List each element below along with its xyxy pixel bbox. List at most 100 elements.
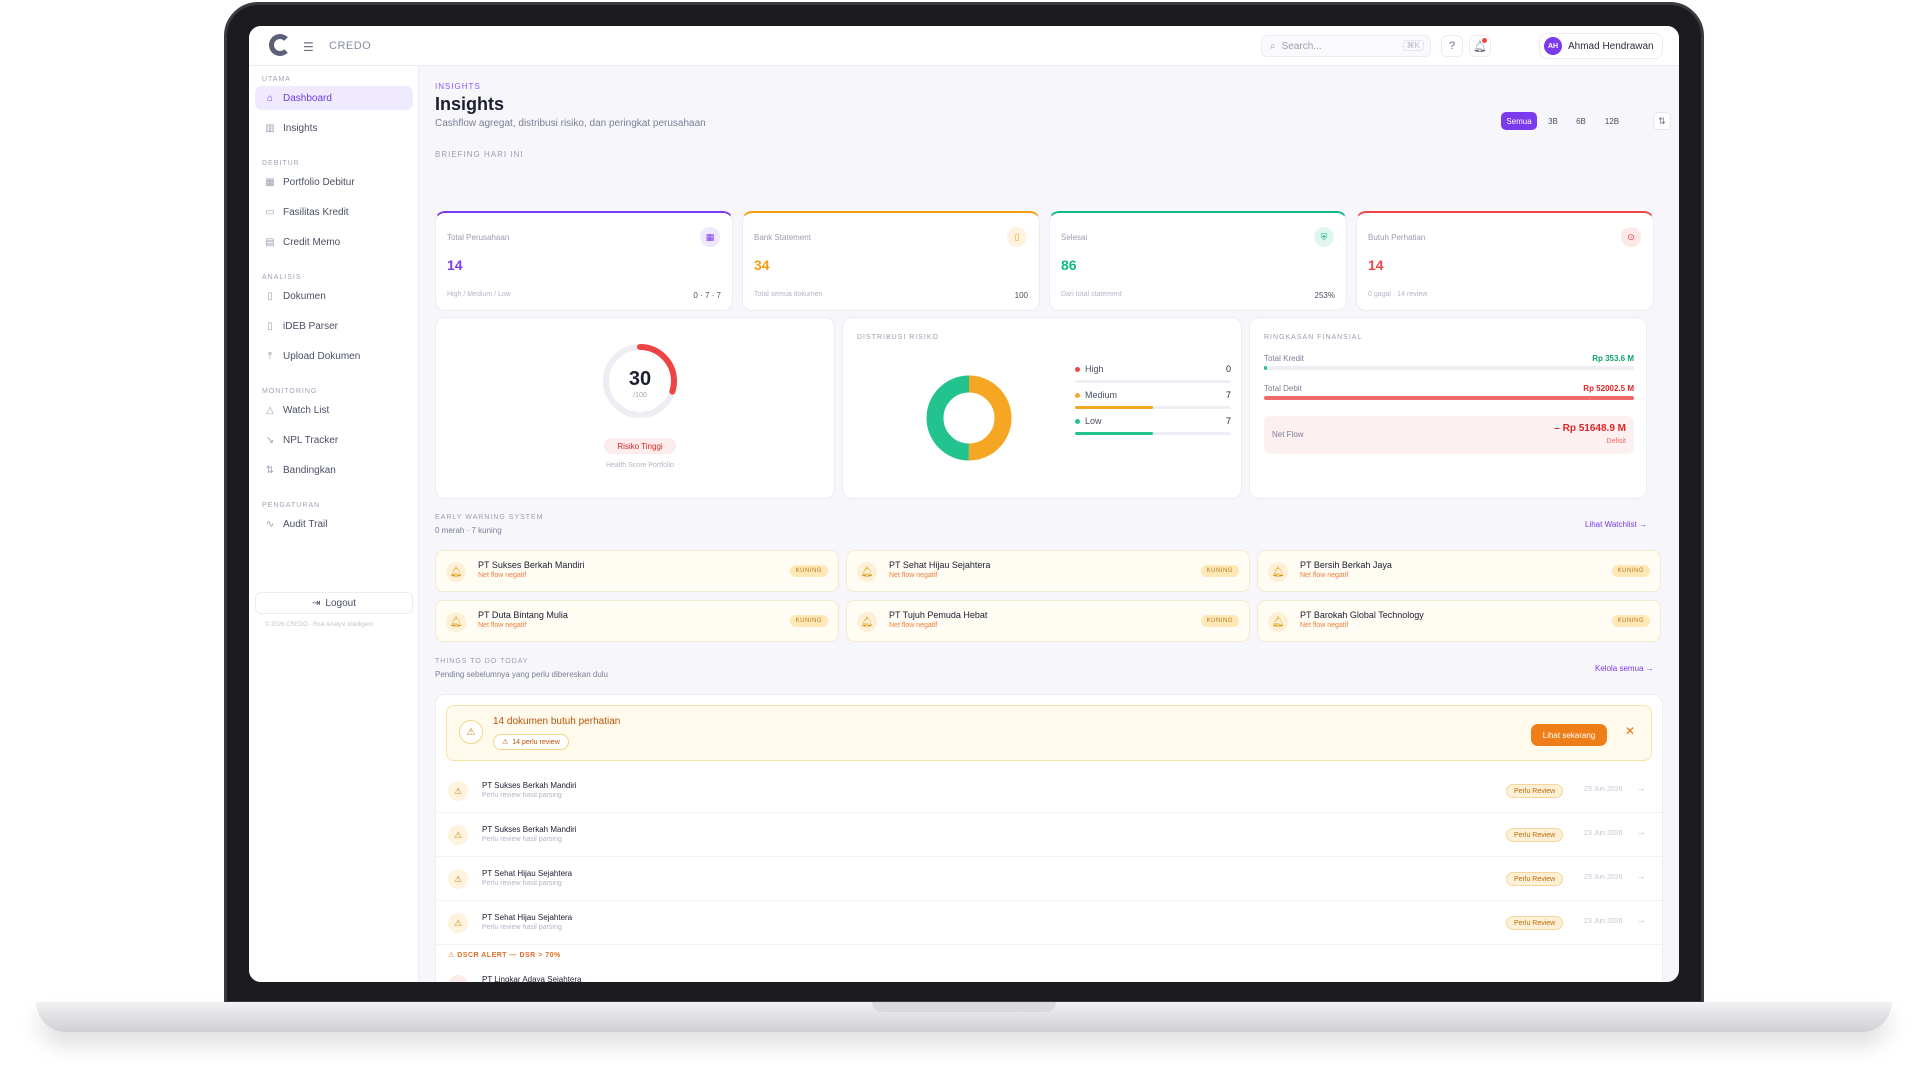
stat-value: 14 (447, 257, 463, 273)
warning-icon: ⚠ (502, 739, 509, 746)
legend-bar-track (1075, 406, 1231, 409)
legend-value: 0 (1225, 364, 1231, 374)
arrow-right-icon[interactable]: → (1636, 977, 1646, 982)
sidebar-item-fasilitas-kredit[interactable]: ▭ Fasilitas Kredit (255, 200, 413, 224)
legend-value: 7 (1225, 416, 1231, 426)
watchlist-link[interactable]: Lihat Watchlist → (1585, 520, 1647, 529)
sidebar-item-label: Audit Trail (283, 518, 328, 530)
ews-card[interactable]: 🔔︎ PT Sehat Hijau Sejahtera Net flow negat… (846, 550, 1250, 592)
upload-icon: ⤒ (267, 350, 273, 362)
netflow-value: – Rp 51648.9 M (1554, 423, 1626, 434)
sidebar: UTAMA ⌂ Dashboard ▥ Insights DEBITUR ▦ Portfoli… (249, 66, 419, 982)
range-6b[interactable]: 6B (1576, 116, 1586, 126)
ews-reason: Net flow negatif (889, 622, 938, 629)
sidebar-item-dokumen[interactable]: ▯ Dokumen (255, 284, 413, 308)
risk-legend-medium: Medium 7 (1075, 390, 1231, 409)
arrow-right-icon[interactable]: → (1636, 871, 1646, 882)
ews-company-name: PT Sehat Hijau Sejahtera (889, 560, 991, 570)
sliders-icon: ⇅ (1658, 115, 1666, 126)
todo-subtitle: Pending sebelumnya yang perlu dibereskan… (435, 670, 609, 679)
search-placeholder: Search... (1281, 40, 1322, 52)
ews-company-name: PT Bersih Berkah Jaya (1300, 560, 1392, 570)
bell-icon: 🔔︎ (1268, 612, 1288, 632)
dscr-company-name: PT Lingkar Adaya Sejahtera (482, 975, 582, 982)
stat-value: 86 (1061, 257, 1077, 273)
ews-card[interactable]: 🔔︎ PT Duta Bintang Mulia Net flow negatif K… (435, 600, 839, 642)
arrow-right-icon[interactable]: → (1636, 827, 1646, 838)
todo-company-name: PT Sukses Berkah Mandiri (482, 825, 577, 834)
ews-card[interactable]: 🔔︎ PT Barokah Global Technology Net flow n… (1257, 600, 1661, 642)
ews-card[interactable]: 🔔︎ PT Tujuh Pemuda Hebat Net flow negatif K… (846, 600, 1250, 642)
ews-card[interactable]: 🔔︎ PT Sukses Berkah Mandiri Net flow negat… (435, 550, 839, 592)
alert-chip-label: 14 perlu review (512, 738, 560, 746)
arrow-right-icon[interactable]: → (1636, 915, 1646, 926)
legend-bar-track (1075, 432, 1231, 435)
brand-name: CREDO (329, 40, 372, 52)
range-semua[interactable]: Semua (1501, 112, 1537, 130)
range-12b[interactable]: 12B (1604, 116, 1620, 126)
sidebar-section-label: MONITORING (262, 388, 318, 395)
sidebar-item-label: Dashboard (283, 92, 332, 104)
stat-foot-value: 100 (1014, 291, 1028, 300)
sidebar-item-ideb-parser[interactable]: ▯ iDEB Parser (255, 314, 413, 338)
status-badge: Perlu Review (1506, 784, 1564, 798)
document-icon: ▯ (267, 320, 273, 332)
sidebar-item-insights[interactable]: ▥ Insights (255, 116, 413, 140)
legend-dot (1075, 419, 1080, 425)
ews-company-name: PT Tujuh Pemuda Hebat (889, 610, 988, 620)
view-now-button[interactable]: Lihat sekarang (1531, 724, 1607, 746)
finance-summary-card: RINGKASAN FINANSIAL Total Kredit Rp 353.… (1249, 317, 1647, 499)
arrow-right-icon[interactable]: → (1636, 783, 1646, 794)
range-3b[interactable]: 3B (1548, 116, 1558, 126)
sidebar-item-portfolio-debitur[interactable]: ▦ Portfolio Debitur (255, 170, 413, 194)
todo-date: 23 Jun 2026 (1584, 830, 1623, 837)
dscr-alert-label: ⚠ DSCR ALERT — DSR > 70% (448, 952, 561, 959)
stat-value: 14 (1368, 257, 1384, 273)
search-input[interactable]: ⌕ Search... ⌘K (1261, 35, 1431, 57)
laptop-base (36, 1002, 1892, 1032)
sidebar-item-dashboard[interactable]: ⌂ Dashboard (255, 86, 413, 110)
help-button[interactable]: ? (1441, 35, 1463, 57)
todo-row[interactable]: ⚠ PT Sukses Berkah Mandiri Perlu review ha… (436, 813, 1662, 857)
sidebar-item-credit-memo[interactable]: ▤ Credit Memo (255, 230, 413, 254)
sidebar-section-label: ANALISIS (262, 274, 302, 281)
sidebar-item-audit-trail[interactable]: ∿ Audit Trail (255, 512, 413, 536)
alert-chip: ⚠ 14 perlu review (493, 734, 569, 750)
gauge-fill (603, 344, 677, 418)
dscr-alert-row[interactable]: ⚠PT Lingkar Adaya SejahteraDSR:proxy:103… (436, 963, 1662, 982)
legend-dot (1075, 367, 1080, 373)
todo-row[interactable]: ⚠ PT Sehat Hijau Sejahtera Perlu review ha… (436, 901, 1662, 945)
stat-foot: Total semua dokumen (754, 291, 823, 298)
sidebar-item-upload-dokumen[interactable]: ⤒ Upload Dokumen (255, 344, 413, 368)
credo-logo-icon[interactable] (269, 34, 291, 56)
stat-foot-value: 0 · 7 · 7 (693, 291, 721, 300)
legend-bar-fill (1075, 432, 1153, 435)
sidebar-item-label: Credit Memo (283, 236, 341, 248)
logout-button[interactable]: ⇥ Logout (255, 592, 413, 614)
netflow-note: Defisit (1606, 438, 1626, 445)
page-subtitle: Cashflow agregat, distribusi risiko, dan… (435, 118, 706, 129)
ews-card[interactable]: 🔔︎ PT Bersih Berkah Jaya Net flow negatif K… (1257, 550, 1661, 592)
sidebar-item-npl-tracker[interactable]: ↘ NPL Tracker (255, 428, 413, 452)
todo-row[interactable]: ⚠ PT Sukses Berkah Mandiri Perlu review ha… (436, 769, 1662, 813)
filter-button[interactable]: ⇅ (1653, 112, 1671, 130)
manage-all-link[interactable]: Kelola semua → (1595, 664, 1654, 673)
sidebar-item-label: Dokumen (283, 290, 326, 302)
menu-icon[interactable]: ☰ (303, 40, 314, 54)
sidebar-section-label: PENGATURAN (262, 502, 321, 509)
logout-label: Logout (325, 597, 356, 609)
user-menu[interactable]: AH Ahmad Hendrawan (1539, 33, 1663, 59)
sidebar-item-watch-list[interactable]: △ Watch List (255, 398, 413, 422)
close-icon[interactable]: ✕ (1625, 724, 1636, 738)
warning-icon: ⚠ (459, 720, 483, 744)
notifications-button[interactable]: 🔔︎ (1469, 35, 1491, 57)
kredit-bar-track (1264, 366, 1634, 370)
attention-alert: ⚠ 14 dokumen butuh perhatian ⚠ 14 perlu r… (446, 705, 1652, 761)
todo-row[interactable]: ⚠ PT Sehat Hijau Sejahtera Perlu review ha… (436, 857, 1662, 901)
trend-down-icon: ↘ (265, 434, 275, 446)
stat-card: Butuh Perhatian 14 ⊙ 0 gagal · 14 review (1356, 211, 1654, 311)
finance-label: RINGKASAN FINANSIAL (1264, 334, 1363, 341)
sidebar-item-bandingkan[interactable]: ⇅ Bandingkan (255, 458, 413, 482)
stat-label: Bank Statement (754, 233, 811, 242)
warning-icon: △ (266, 404, 274, 416)
